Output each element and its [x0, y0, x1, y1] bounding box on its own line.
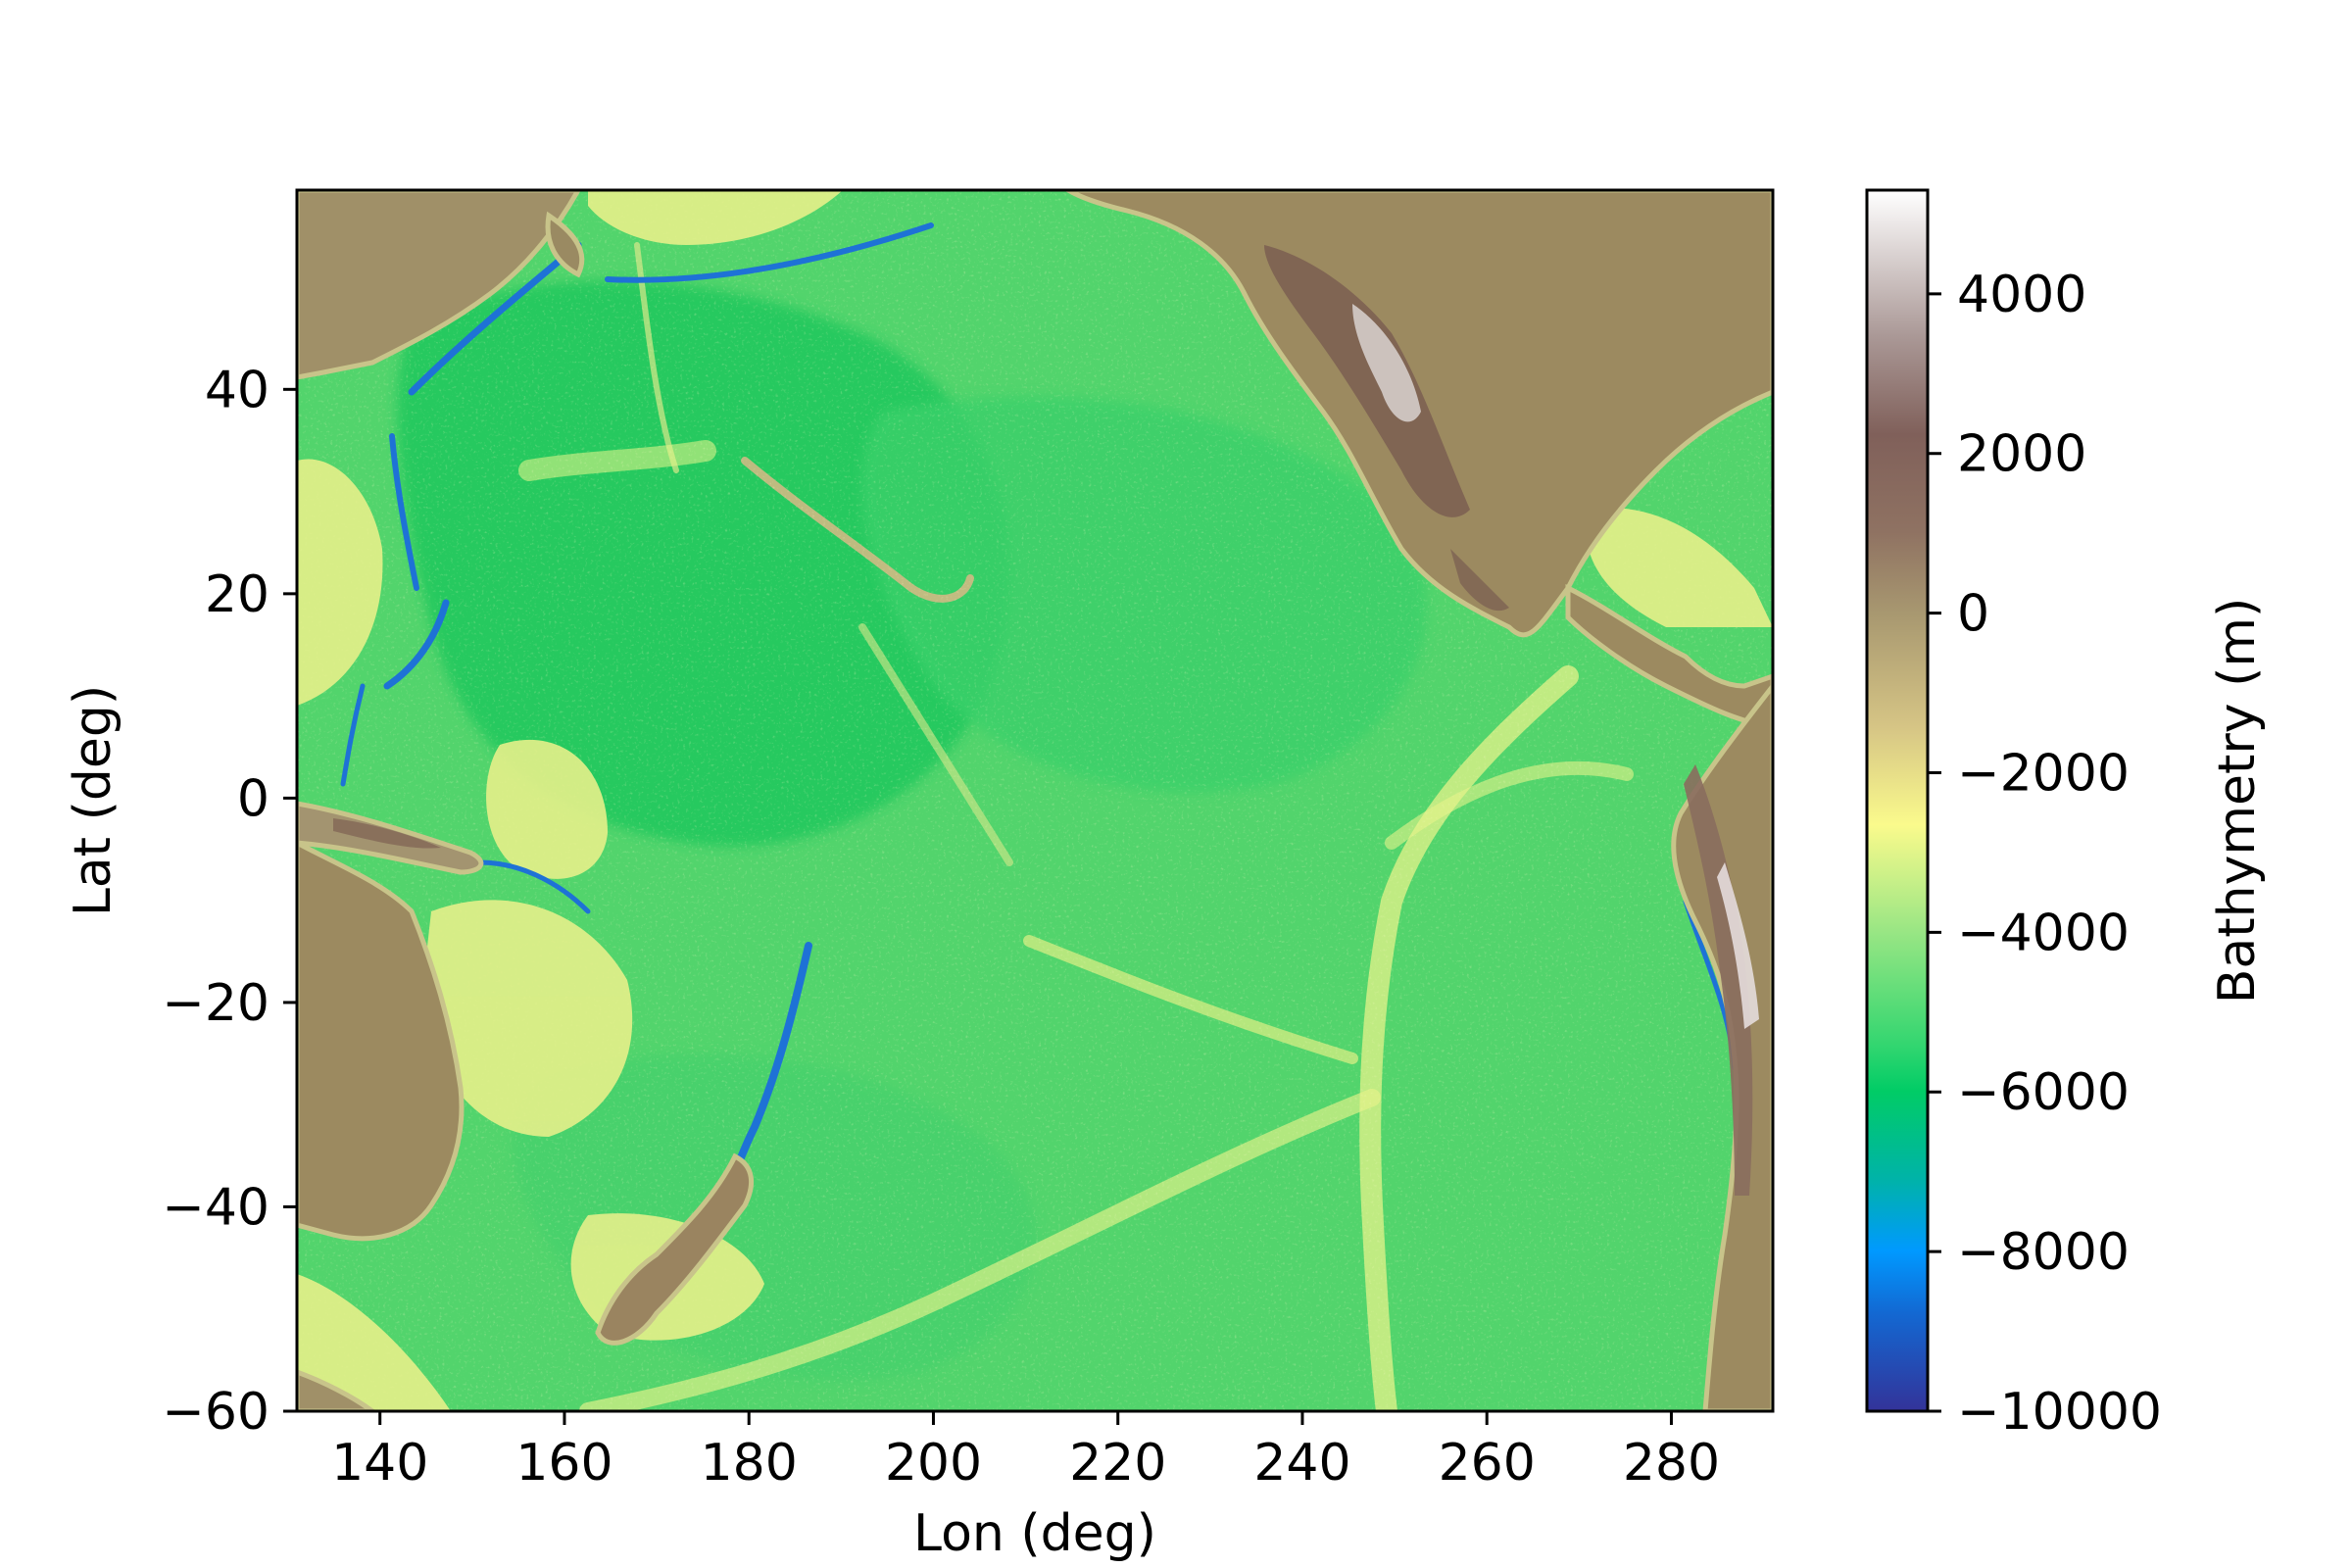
colorbar-ramp: [1867, 190, 1928, 1411]
philippine-trench: [340, 683, 366, 787]
australia: [297, 840, 465, 1242]
colorbar-tick-label: −2000: [1957, 744, 2130, 803]
plot-area: 140 160 180 200 220 240 260 280 −60−40−2002040 …: [64, 188, 1775, 1563]
andes: [1684, 764, 1753, 1196]
x-axis-label: Lon (deg): [913, 1504, 1156, 1563]
colorbar-tick-label: 0: [1957, 585, 1989, 644]
mexican-highlands: [1450, 549, 1509, 612]
colorbar-tick-label: −8000: [1957, 1223, 2130, 1282]
x-tick-label: 180: [701, 1434, 798, 1493]
south-china-sea: [297, 459, 383, 706]
y-axis-ticks: −60 −40 −20 0 20 40: [162, 361, 297, 1442]
tasman-south: [297, 1274, 451, 1411]
bathymetry-map: [297, 190, 1773, 1411]
asia-northeast: [297, 190, 581, 380]
colorbar-tick-label: 4000: [1957, 266, 2086, 324]
x-tick-label: 160: [515, 1434, 612, 1493]
rocky-mountains: [1264, 245, 1470, 517]
bering-shelf: [588, 190, 843, 245]
mountains: [333, 245, 1759, 1196]
colorbar-tick-label: −4000: [1957, 904, 2130, 962]
new-guinea-highlands: [333, 818, 441, 849]
mariana-trench: [383, 599, 450, 690]
new-britain-trench: [477, 859, 591, 914]
sierra-peaks: [1352, 304, 1421, 422]
y-tick-label: 40: [205, 361, 270, 419]
x-tick-label: 260: [1439, 1434, 1536, 1493]
x-tick-label: 200: [885, 1434, 982, 1493]
colorbar-tick-label: −10000: [1957, 1383, 2162, 1442]
colorbar-frame: [1865, 188, 1930, 1413]
y-tick-label: 20: [205, 565, 270, 624]
colorbar-ticks: −10000 −8000 −6000 −4000 −2000 0 2000 4000: [1928, 266, 2162, 1442]
japan-izu-trench: [389, 433, 419, 591]
x-axis-ticks: 140 160 180 200 220 240 260 280: [331, 1411, 1720, 1493]
y-tick-label: −20: [162, 974, 270, 1033]
ontong-java-plateau: [486, 739, 608, 879]
coral-sea-plateau: [421, 900, 633, 1137]
kuril-trench: [408, 241, 582, 396]
new-zealand: [595, 1152, 755, 1346]
andes-peaks: [1717, 862, 1759, 1029]
colorbar-tick-label: −6000: [1957, 1063, 2130, 1122]
colorbar-tick-label: 2000: [1957, 425, 2086, 484]
kamchatka: [545, 211, 585, 278]
x-tick-label: 240: [1253, 1434, 1350, 1493]
tonga-kermadec-trench: [731, 942, 812, 1175]
colorbar-label: Bathymetry (m): [2208, 598, 2267, 1004]
y-tick-label: −60: [162, 1383, 270, 1442]
y-tick-label: 0: [237, 769, 270, 828]
x-tick-label: 140: [331, 1434, 428, 1493]
colorbar: −10000 −8000 −6000 −4000 −2000 0 2000 4000 Bath…: [1865, 188, 2267, 1442]
x-tick-label: 220: [1069, 1434, 1166, 1493]
y-axis-label: Lat (deg): [64, 685, 122, 916]
x-tick-label: 280: [1623, 1434, 1720, 1493]
y-tick-label: −40: [162, 1178, 270, 1237]
gulf-of-mexico: [1586, 508, 1773, 627]
aleutian-trench: [605, 222, 934, 283]
axes-frame: [295, 188, 1775, 1413]
